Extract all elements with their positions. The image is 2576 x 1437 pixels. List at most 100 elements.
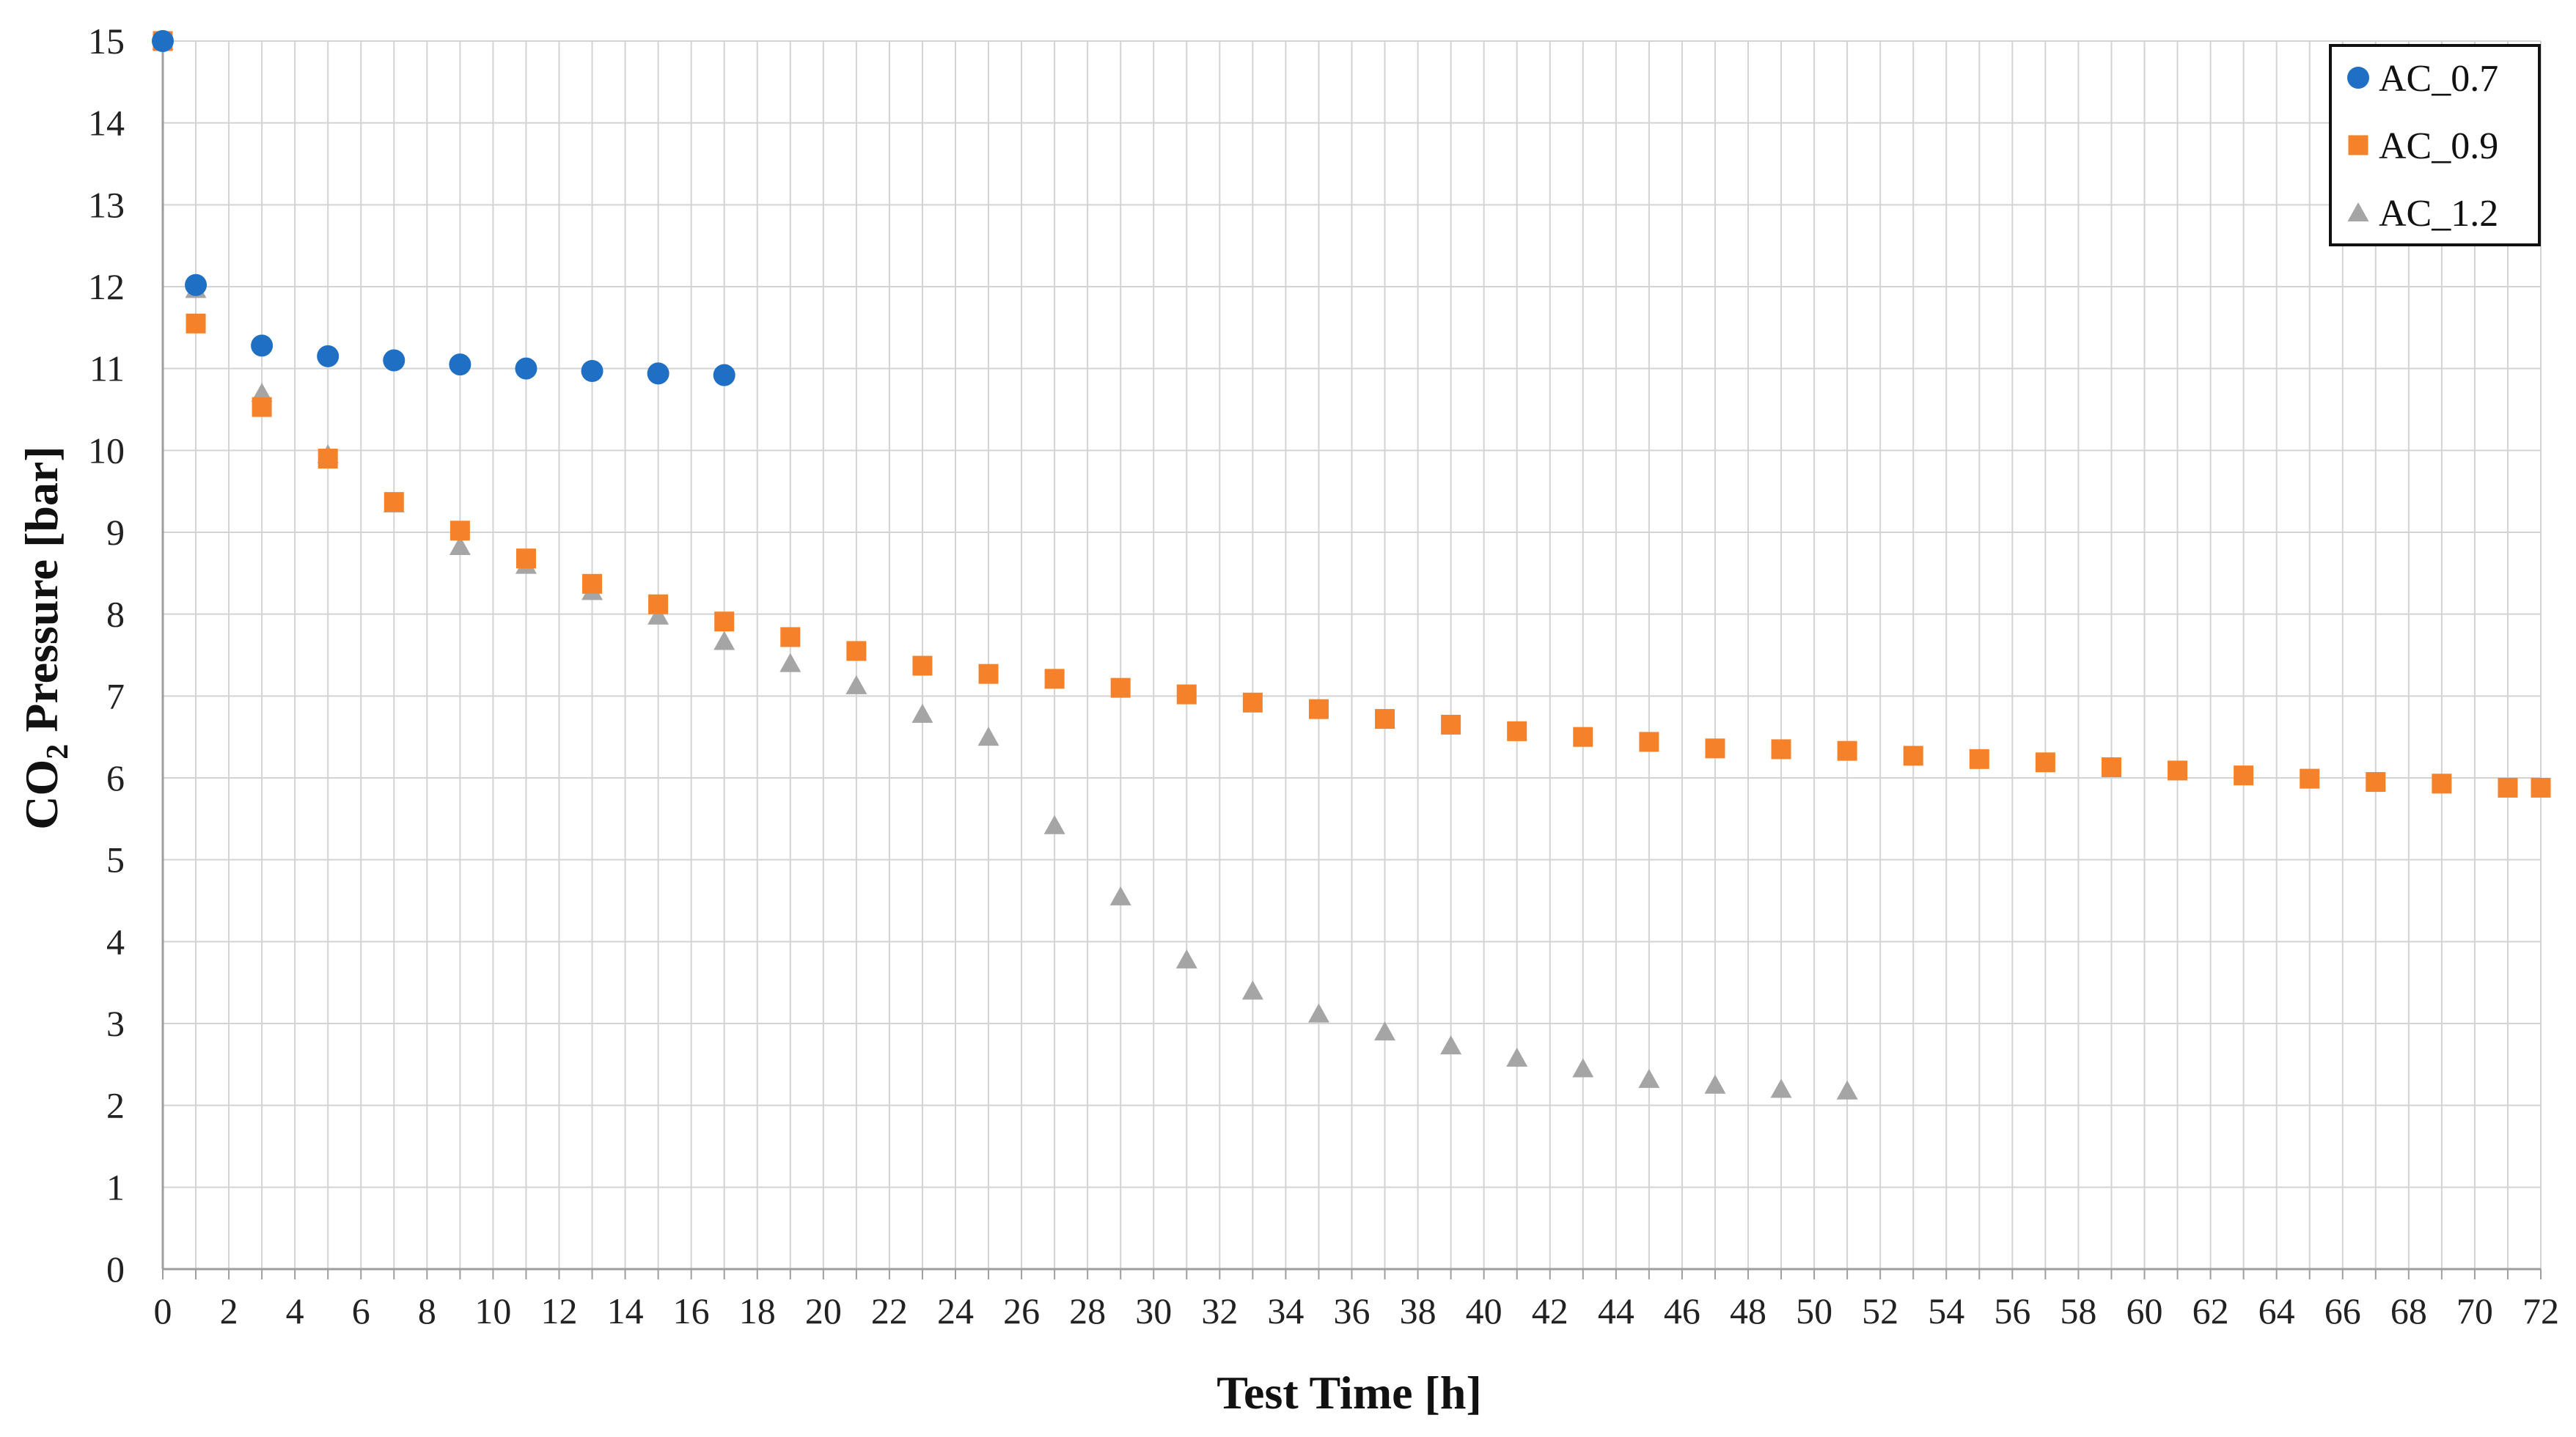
data-point bbox=[449, 535, 471, 555]
data-point bbox=[1507, 721, 1527, 741]
series-ac-0-7 bbox=[152, 30, 735, 386]
x-tick-label: 70 bbox=[2456, 1290, 2493, 1331]
data-point bbox=[2498, 777, 2518, 798]
x-tick-label: 14 bbox=[607, 1290, 644, 1331]
x-tick-label: 42 bbox=[1532, 1290, 1568, 1331]
data-point bbox=[780, 627, 801, 647]
data-point bbox=[978, 664, 999, 684]
x-tick-label: 20 bbox=[805, 1290, 842, 1331]
data-point bbox=[2531, 777, 2551, 798]
data-point bbox=[1837, 740, 1857, 761]
data-point bbox=[1770, 1078, 1792, 1098]
data-point bbox=[977, 727, 999, 746]
data-point bbox=[2035, 752, 2055, 773]
y-tick-label: 13 bbox=[88, 184, 125, 225]
axes bbox=[161, 41, 2542, 1279]
x-tick-label: 2 bbox=[220, 1290, 238, 1331]
data-point bbox=[1639, 732, 1659, 752]
x-tick-label: 16 bbox=[673, 1290, 710, 1331]
y-tick-label: 1 bbox=[106, 1166, 125, 1208]
legend: AC_0.7 AC_0.9 AC_1.2 bbox=[2329, 44, 2541, 246]
data-point bbox=[2168, 760, 2188, 781]
x-tick-label: 10 bbox=[474, 1290, 511, 1331]
legend-marker bbox=[2348, 135, 2368, 155]
data-point bbox=[648, 594, 669, 614]
legend-label: AC_0.7 bbox=[2379, 58, 2498, 100]
x-tick-label: 28 bbox=[1069, 1290, 1106, 1331]
data-point bbox=[2366, 772, 2386, 793]
data-point bbox=[714, 611, 735, 632]
y-tick-label: 0 bbox=[106, 1249, 125, 1290]
data-point bbox=[2234, 765, 2254, 786]
x-tick-label: 48 bbox=[1730, 1290, 1766, 1331]
data-point bbox=[1242, 692, 1263, 713]
data-point bbox=[713, 364, 735, 386]
y-tick-label: 4 bbox=[106, 921, 125, 962]
data-points bbox=[152, 30, 2551, 1100]
y-axis-title-suffix: Pressure [bar] bbox=[15, 446, 67, 743]
x-tick-label: 60 bbox=[2127, 1290, 2163, 1331]
data-point bbox=[515, 357, 537, 380]
y-tick-label: 7 bbox=[106, 675, 125, 716]
y-axis-title: CO2 Pressure [bar] bbox=[15, 446, 75, 829]
x-tick-label: 0 bbox=[154, 1290, 172, 1331]
x-tick-label: 72 bbox=[2522, 1290, 2559, 1331]
data-point bbox=[1903, 746, 1923, 766]
y-tick-label: 5 bbox=[106, 839, 125, 881]
y-tick-label: 6 bbox=[106, 757, 125, 798]
x-tick-label: 68 bbox=[2390, 1290, 2427, 1331]
data-point bbox=[1836, 1080, 1858, 1100]
data-point bbox=[1308, 699, 1329, 719]
y-tick-label: 8 bbox=[106, 594, 125, 635]
data-point bbox=[1638, 1068, 1660, 1088]
data-point bbox=[152, 30, 174, 52]
data-point bbox=[1440, 1035, 1462, 1055]
data-point bbox=[2300, 768, 2320, 789]
x-tick-label: 24 bbox=[937, 1290, 974, 1331]
data-point bbox=[1175, 949, 1197, 969]
x-tick-label: 30 bbox=[1135, 1290, 1172, 1331]
x-tick-label: 56 bbox=[1994, 1290, 2030, 1331]
data-point bbox=[647, 605, 669, 625]
x-tick-label: 62 bbox=[2192, 1290, 2229, 1331]
data-point bbox=[1109, 886, 1131, 905]
x-tick-label: 8 bbox=[418, 1290, 436, 1331]
data-point bbox=[846, 641, 867, 661]
x-tick-label: 6 bbox=[352, 1290, 370, 1331]
x-tick-label: 34 bbox=[1267, 1290, 1304, 1331]
data-point bbox=[1044, 669, 1065, 689]
x-tick-label: 18 bbox=[739, 1290, 776, 1331]
x-tick-label: 32 bbox=[1201, 1290, 1238, 1331]
x-tick-label: 26 bbox=[1003, 1290, 1040, 1331]
y-tick-label: 12 bbox=[88, 266, 125, 307]
data-point bbox=[1176, 684, 1197, 705]
data-point bbox=[647, 362, 669, 385]
x-tick-label: 50 bbox=[1796, 1290, 1832, 1331]
data-point bbox=[845, 675, 867, 694]
data-point bbox=[318, 449, 338, 468]
x-tick-label: 44 bbox=[1598, 1290, 1634, 1331]
data-point bbox=[1704, 1074, 1726, 1094]
y-tick-label: 2 bbox=[106, 1085, 125, 1126]
data-point bbox=[1771, 739, 1791, 760]
data-point bbox=[779, 653, 801, 672]
data-point bbox=[1043, 815, 1065, 834]
legend-label: AC_1.2 bbox=[2379, 193, 2498, 235]
y-axis-title-subscript: 2 bbox=[41, 744, 75, 760]
data-point bbox=[185, 273, 208, 296]
data-point bbox=[317, 345, 340, 367]
data-point bbox=[1375, 709, 1395, 729]
y-tick-label: 15 bbox=[88, 21, 125, 62]
x-tick-labels: 0 2 4 6 8 10 12 14 16 18 20 22 24 26 28 30 32 34 36 38 40 42 4… bbox=[154, 1290, 2560, 1331]
x-axis-title: Test Time [h] bbox=[1217, 1367, 1482, 1419]
data-point bbox=[449, 353, 471, 376]
data-point bbox=[2432, 773, 2452, 794]
y-axis-title-prefix: CO bbox=[15, 760, 67, 830]
data-point bbox=[1307, 1003, 1329, 1023]
data-point bbox=[582, 573, 603, 594]
data-point bbox=[384, 492, 404, 512]
data-point bbox=[1969, 749, 1989, 769]
